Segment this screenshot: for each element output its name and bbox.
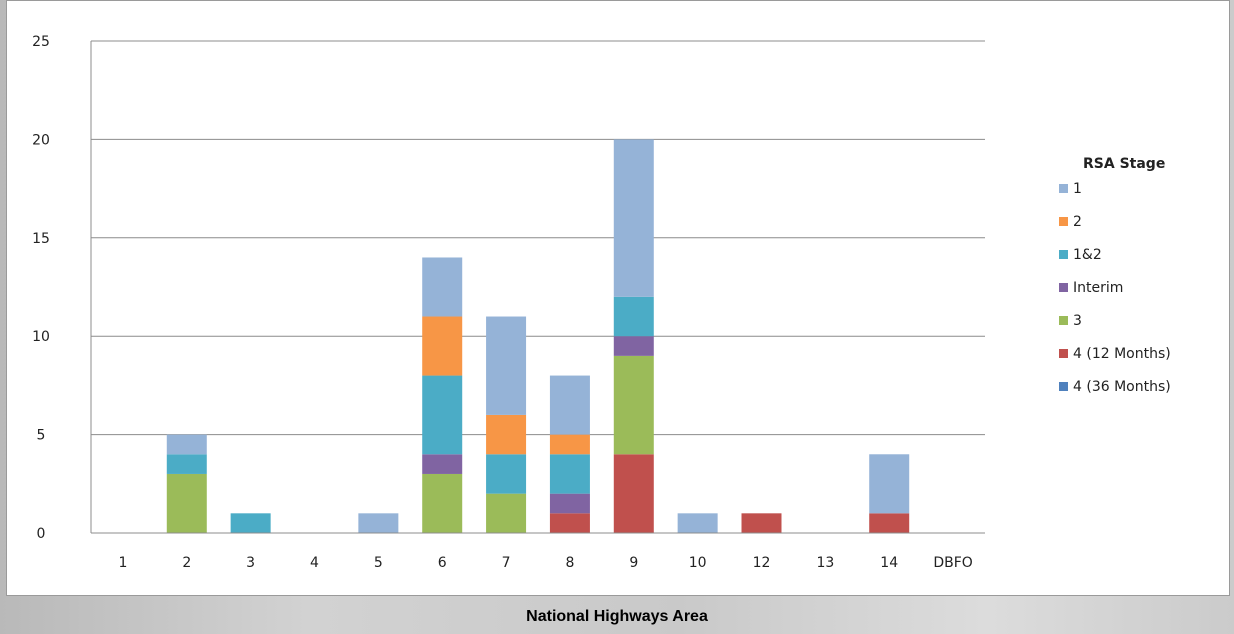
- bar-segment: [677, 513, 718, 533]
- x-tick-label: 1: [118, 555, 127, 571]
- bar-segment: [613, 454, 654, 533]
- x-axis-title: National Highways Area: [526, 608, 708, 625]
- bar-segment: [613, 355, 654, 455]
- bar-segment: [358, 513, 399, 533]
- y-tick-label: 0: [37, 526, 46, 542]
- bar-segment: [741, 513, 782, 533]
- bar-segment: [422, 473, 463, 533]
- x-tick-label: DBFO: [933, 555, 972, 571]
- bars: [166, 139, 910, 533]
- bar-segment: [549, 493, 590, 514]
- bar-segment: [486, 454, 527, 494]
- x-tick-labels: 1 2 3 4 5 6 7 8 9 10 12 13 14 DBFO: [118, 555, 972, 571]
- legend-label: 1: [1073, 181, 1082, 197]
- legend-label: 3: [1073, 313, 1082, 329]
- chart-frame: 0 5 10 15 20 25 1 2 3 4 5 6 7 8 9 10 12 13 14 DBFO RSA Sta…: [6, 0, 1230, 596]
- legend: RSA Stage 1 2 1&2 Interim 3 4 (12 Months) 4 (3…: [1059, 156, 1171, 395]
- bar-segment: [613, 336, 654, 356]
- bar-segment: [166, 434, 207, 455]
- x-tick-label: 7: [502, 555, 511, 571]
- x-tick-label: 6: [438, 555, 447, 571]
- bar-segment: [549, 454, 590, 494]
- legend-swatch: [1059, 217, 1068, 226]
- bar-segment: [486, 414, 527, 455]
- bar-segment: [422, 316, 463, 376]
- x-tick-label: 4: [310, 555, 319, 571]
- bar-segment: [486, 316, 527, 415]
- legend-swatch: [1059, 283, 1068, 292]
- y-tick-label: 5: [37, 428, 46, 444]
- legend-swatch: [1059, 382, 1068, 391]
- bar-segment: [869, 513, 910, 533]
- legend-label: 4 (12 Months): [1073, 346, 1171, 362]
- y-tick-label: 10: [32, 329, 50, 345]
- x-tick-label: 10: [689, 555, 707, 571]
- legend-label: Interim: [1073, 280, 1123, 296]
- x-tick-label: 8: [565, 555, 574, 571]
- bar-segment: [166, 473, 207, 533]
- bar-segment: [422, 257, 463, 317]
- x-tick-label: 3: [246, 555, 255, 571]
- legend-swatch: [1059, 250, 1068, 259]
- legend-label: 4 (36 Months): [1073, 379, 1171, 395]
- x-tick-label: 12: [753, 555, 771, 571]
- legend-swatch: [1059, 316, 1068, 325]
- x-tick-label: 14: [880, 555, 898, 571]
- y-tick-label: 25: [32, 34, 50, 50]
- bar-segment: [613, 139, 654, 297]
- bar-segment: [422, 454, 463, 474]
- x-tick-label: 5: [374, 555, 383, 571]
- legend-title: RSA Stage: [1083, 156, 1165, 172]
- bar-segment: [549, 513, 590, 533]
- y-tick-labels: 0 5 10 15 20 25: [32, 34, 50, 542]
- bar-segment: [422, 375, 463, 455]
- x-tick-label: 9: [629, 555, 638, 571]
- legend-swatch: [1059, 349, 1068, 358]
- legend-label: 2: [1073, 214, 1082, 230]
- axes: [90, 41, 985, 534]
- bar-segment: [549, 434, 590, 455]
- bar-segment: [486, 493, 527, 533]
- legend-swatch: [1059, 184, 1068, 193]
- bar-segment: [549, 375, 590, 435]
- x-tick-label: 2: [182, 555, 191, 571]
- bar-segment: [166, 454, 207, 474]
- bar-segment: [869, 454, 910, 514]
- legend-label: 1&2: [1073, 247, 1102, 263]
- y-tick-label: 15: [32, 231, 50, 247]
- x-tick-label: 13: [816, 555, 834, 571]
- y-tick-label: 20: [32, 132, 50, 148]
- bar-segment: [230, 513, 271, 533]
- bar-segment: [613, 296, 654, 337]
- gridlines: [91, 40, 985, 436]
